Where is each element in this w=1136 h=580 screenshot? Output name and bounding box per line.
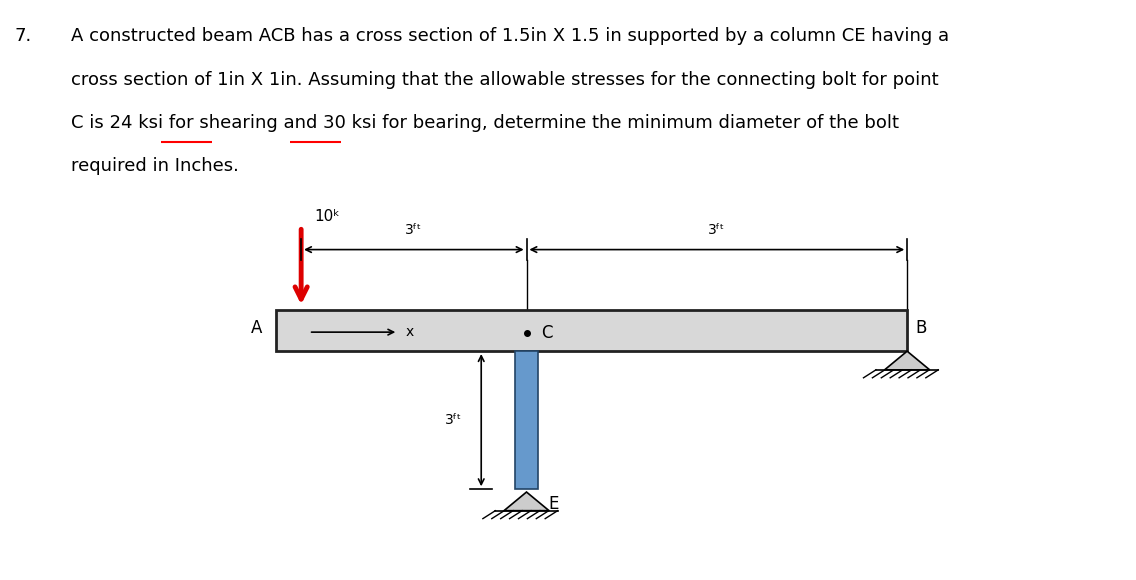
Text: x: x xyxy=(406,325,414,339)
Text: required in Inches.: required in Inches. xyxy=(72,157,240,175)
Text: 10ᵏ: 10ᵏ xyxy=(314,209,340,224)
Text: cross section of 1in X 1in. Assuming that the allowable stresses for the connect: cross section of 1in X 1in. Assuming tha… xyxy=(72,71,939,89)
Text: E: E xyxy=(548,495,559,513)
Polygon shape xyxy=(885,351,929,370)
Text: B: B xyxy=(916,319,927,337)
Bar xyxy=(276,310,908,351)
Text: A: A xyxy=(251,319,262,337)
Bar xyxy=(515,351,538,489)
Text: C is 24 ksi for shearing and 30 ksi for bearing, determine the minimum diameter : C is 24 ksi for shearing and 30 ksi for … xyxy=(72,114,900,132)
Text: 3ᶠᵗ: 3ᶠᵗ xyxy=(406,223,423,237)
Text: A constructed beam ACB has a cross section of 1.5in X 1.5 in supported by a colu: A constructed beam ACB has a cross secti… xyxy=(72,27,950,45)
Text: 3ᶠᵗ: 3ᶠᵗ xyxy=(444,413,462,427)
Text: C: C xyxy=(542,324,553,342)
Text: 3ᶠᵗ: 3ᶠᵗ xyxy=(708,223,726,237)
Polygon shape xyxy=(504,492,549,510)
Text: 7.: 7. xyxy=(15,27,32,45)
